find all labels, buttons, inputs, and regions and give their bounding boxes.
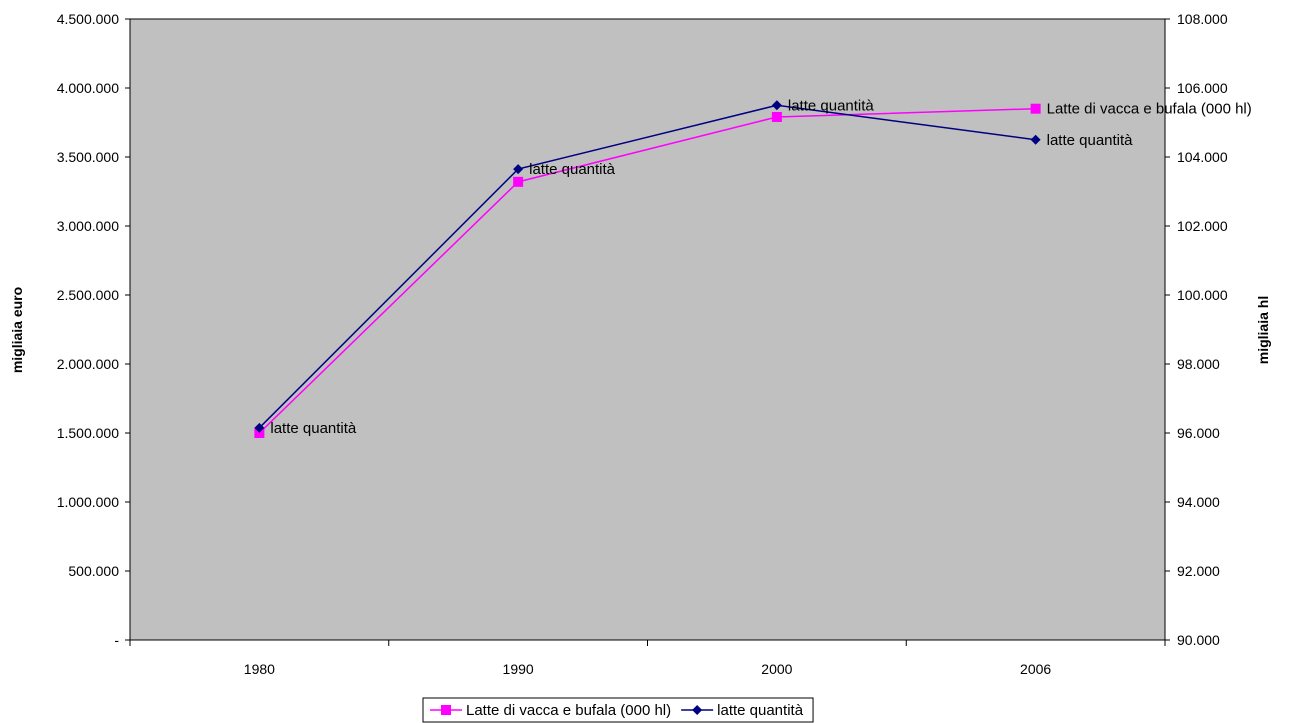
x-tick-label: 2000: [761, 661, 792, 677]
data-point-square: [771, 111, 782, 122]
right-tick-label: 104.000: [1177, 149, 1228, 165]
x-tick-label: 2006: [1020, 661, 1051, 677]
data-point-diamond: [513, 164, 524, 175]
left-tick-label: 4.000.000: [57, 80, 119, 96]
series-layer: Latte di vacca e bufala (000 hl) latte qu…: [254, 97, 1252, 438]
x-tick-label: 1990: [503, 661, 534, 677]
legend-marker-diamond: [692, 705, 703, 715]
data-point-square: [513, 176, 524, 187]
data-label: latte quantità: [270, 420, 357, 437]
left-tick-label: 4.500.000: [57, 11, 119, 27]
right-axis: 90.000 92.000 94.000 96.000 98.000 100.000 102…: [1165, 11, 1228, 648]
data-label: latte quantità: [788, 97, 875, 114]
right-tick-label: 100.000: [1177, 287, 1228, 303]
data-point-diamond: [771, 100, 782, 111]
legend: Latte di vacca e bufala (000 hl) latte qu…: [422, 697, 814, 723]
left-tick-label: 1.500.000: [57, 425, 119, 441]
plot-area: [129, 18, 1166, 641]
x-axis: 1980 1990 2000 2006: [129, 640, 1166, 677]
right-tick-label: 106.000: [1177, 80, 1228, 96]
series-line: [258, 104, 1036, 429]
left-tick-label: 500.000: [68, 563, 119, 579]
right-tick-label: 98.000: [1177, 356, 1220, 372]
left-tick-label: 3.500.000: [57, 149, 119, 165]
right-tick-label: 108.000: [1177, 11, 1228, 27]
data-point-square: [254, 428, 265, 438]
right-tick-label: 94.000: [1177, 494, 1220, 510]
legend-label: latte quantità: [717, 702, 804, 719]
right-tick-label: 96.000: [1177, 425, 1220, 441]
left-axis: - 500.000 1.000.000 1.500.000 2.000.000 2.500…: [57, 11, 130, 648]
left-tick-label: 2.000.000: [57, 356, 119, 372]
data-label: Latte di vacca e bufala (000 hl): [1047, 101, 1252, 118]
series-line: [258, 107, 1036, 434]
legend-box: [422, 697, 814, 723]
left-tick-label: 1.000.000: [57, 494, 119, 510]
y-axis-title-right: migliaia hl: [1255, 296, 1271, 364]
data-label: latte quantità: [1047, 132, 1134, 149]
data-label: latte quantità: [529, 161, 616, 178]
left-tick-label: 3.000.000: [57, 218, 119, 234]
right-tick-label: 90.000: [1177, 632, 1220, 648]
left-tick-label: 2.500.000: [57, 287, 119, 303]
data-point-square: [1030, 103, 1041, 114]
data-point-diamond: [254, 422, 265, 433]
legend-marker-square: [441, 705, 451, 715]
left-tick-label: -: [114, 632, 119, 648]
x-tick-label: 1980: [244, 661, 275, 677]
right-tick-label: 102.000: [1177, 218, 1228, 234]
data-point-diamond: [1030, 134, 1041, 145]
legend-label: Latte di vacca e bufala (000 hl): [466, 702, 671, 719]
y-axis-title-left: migliaia euro: [9, 287, 25, 373]
right-tick-label: 92.000: [1177, 563, 1220, 579]
